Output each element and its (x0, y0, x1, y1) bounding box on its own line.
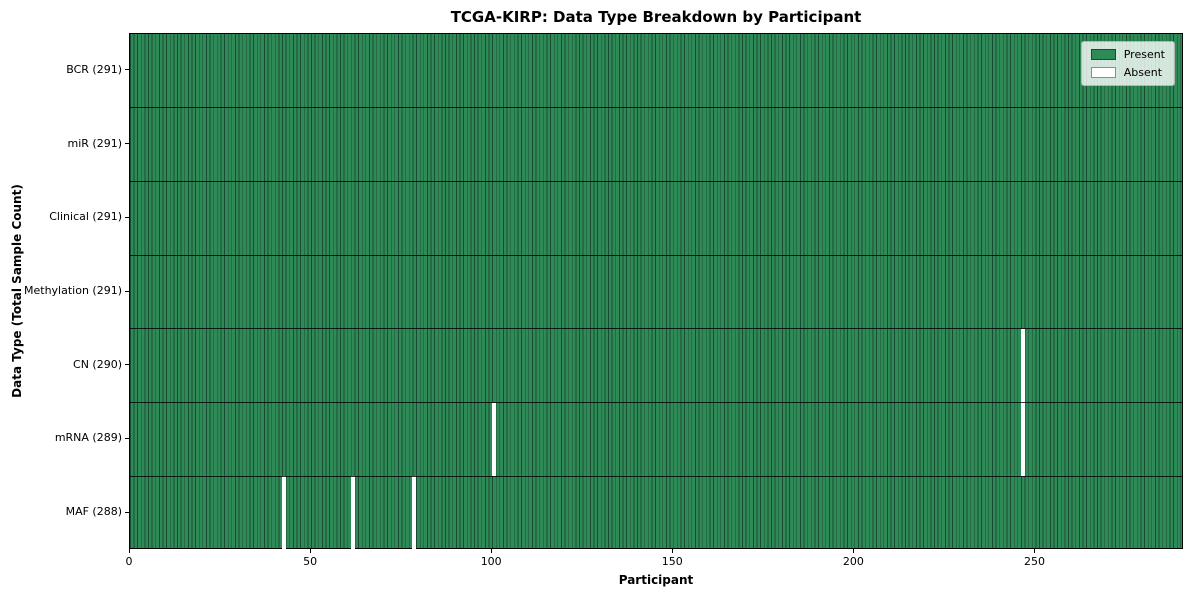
y-tick-label: mRNA (289) (54, 431, 122, 445)
y-tick-label: Clinical (291) (49, 210, 122, 224)
y-tick-mark (125, 511, 129, 513)
y-tick-label: miR (291) (67, 136, 123, 150)
y-tick-label: MAF (288) (65, 505, 122, 519)
chart-title: TCGA-KIRP: Data Type Breakdown by Partic… (450, 8, 862, 26)
x-tick-mark (129, 549, 130, 553)
x-tick-mark (672, 549, 674, 553)
absent-gap (281, 476, 286, 550)
y-tick-mark (125, 364, 129, 366)
x-axis-title: Participant (618, 573, 694, 587)
legend-item-absent: Absent (1090, 66, 1165, 79)
absent-gap (492, 402, 496, 477)
legend-label-absent: Absent (1123, 66, 1163, 79)
plot-area: Present Absent (129, 33, 1183, 550)
y-tick-label: CN (290) (73, 357, 122, 371)
absent-gap (350, 476, 355, 550)
y-tick-mark (125, 290, 129, 292)
y-tick-label: Methylation (291) (24, 284, 122, 297)
legend-item-present: Present (1090, 48, 1165, 61)
x-tick-label: 200 (842, 555, 864, 568)
y-tick-mark (125, 69, 129, 71)
x-tick-mark (310, 549, 312, 553)
absent-gap (412, 476, 417, 550)
y-tick-label: BCR (291) (66, 62, 122, 76)
legend-label-present: Present (1123, 48, 1165, 61)
legend-swatch-absent (1090, 67, 1116, 78)
x-tick-label: 100 (480, 555, 502, 568)
y-tick-mark (125, 216, 129, 218)
x-tick-mark (1034, 549, 1036, 553)
x-tick-label: 0 (125, 555, 133, 568)
row-separator (130, 475, 1182, 477)
y-axis-title: Data Type (Total Sample Count) (10, 184, 24, 398)
legend: Present Absent (1080, 41, 1175, 86)
x-tick-label: 250 (1023, 555, 1045, 568)
y-tick-mark (125, 143, 129, 145)
absent-gap (1020, 328, 1025, 403)
x-tick-label: 150 (661, 555, 683, 568)
row-separator (130, 254, 1182, 256)
legend-swatch-present (1090, 49, 1116, 60)
row-separator (130, 107, 1182, 109)
row-separator (130, 328, 1182, 330)
y-tick-mark (125, 437, 129, 439)
x-tick-mark (853, 549, 855, 553)
x-tick-mark (491, 549, 493, 553)
row-separator (130, 180, 1182, 182)
absent-gap (1020, 402, 1025, 477)
row-separator (130, 402, 1182, 404)
x-tick-label: 50 (303, 555, 318, 568)
